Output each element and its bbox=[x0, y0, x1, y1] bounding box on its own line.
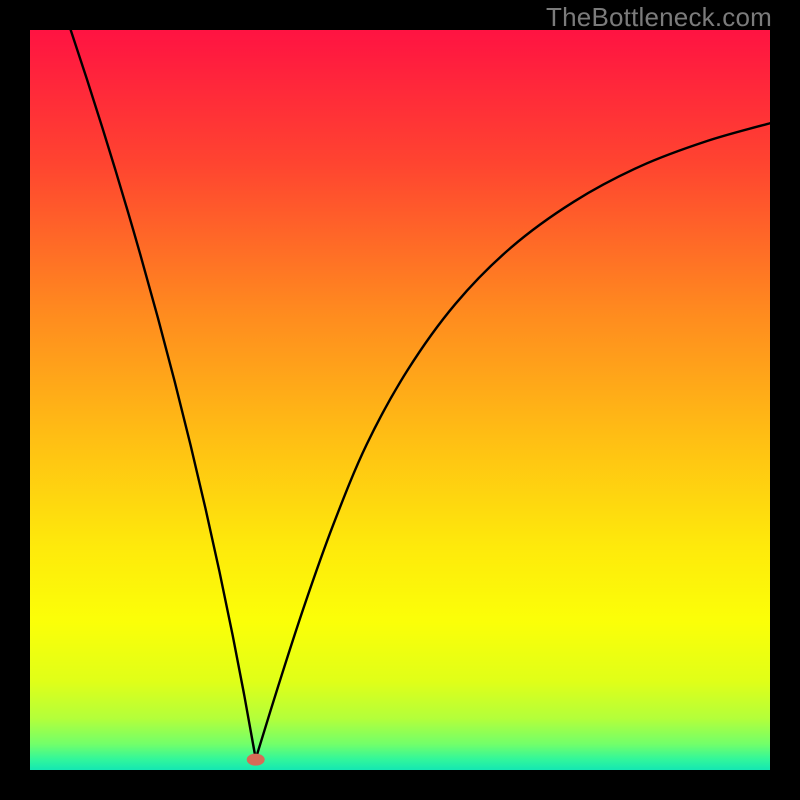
min-marker bbox=[247, 754, 265, 766]
plot-area bbox=[30, 30, 770, 770]
gradient-background bbox=[30, 30, 770, 770]
chart-svg bbox=[30, 30, 770, 770]
watermark: TheBottleneck.com bbox=[546, 2, 772, 33]
